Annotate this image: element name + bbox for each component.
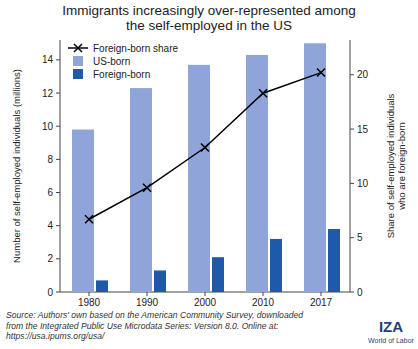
x-tick-label: 2010 [252, 297, 275, 308]
bar [130, 88, 152, 292]
chart: Immigrants increasingly over-represented… [0, 0, 418, 349]
bar [154, 270, 166, 292]
y-axis-label: Number of self-employed individuals (mil… [11, 69, 22, 263]
logo-subtitle: World of Labor [368, 337, 414, 344]
y-tick-label: 8 [47, 154, 53, 165]
plot-marks [72, 43, 340, 292]
y-tick-label: 0 [47, 287, 53, 298]
y2-axis-label: Share of self-employed individuals [385, 93, 396, 238]
y-tick-label: 14 [42, 54, 54, 65]
x-tick [263, 292, 264, 296]
title: Immigrants increasingly over-represented… [62, 3, 355, 18]
bar [72, 130, 94, 292]
legend-label: US-born [93, 56, 130, 67]
bar [246, 55, 268, 292]
bar [188, 65, 210, 292]
y-tick-label: 2 [47, 253, 53, 264]
y2-tick-label: 0 [357, 287, 363, 298]
legend-label: Foreign-born [93, 69, 150, 80]
legend-swatch [73, 56, 83, 66]
bar [212, 257, 224, 292]
y2-axis-label: who are foreign-born [396, 122, 407, 211]
logo-box [368, 316, 414, 346]
y-tick [56, 192, 60, 193]
y2-tick [350, 129, 354, 130]
marker [201, 144, 209, 152]
y-tick-label: 6 [47, 187, 53, 198]
marker [317, 69, 325, 77]
y2-tick-label: 5 [357, 232, 363, 243]
y-tick-label: 10 [42, 121, 54, 132]
bar [270, 239, 282, 292]
legend: Foreign-born share US-born Foreign-born [68, 43, 178, 80]
legend-swatch [74, 44, 82, 52]
x-tick [321, 292, 322, 296]
marker [85, 215, 93, 223]
y-tick-label: 12 [42, 88, 54, 99]
y-tick [56, 159, 60, 160]
source: from the Integrated Public Use Microdata… [6, 321, 279, 331]
y-tick [56, 225, 60, 226]
x-tick [147, 292, 148, 296]
y2-axis [350, 40, 351, 292]
y-axis [60, 40, 61, 292]
line [89, 73, 321, 220]
x-tick-label: 1990 [136, 297, 159, 308]
bar [96, 280, 108, 292]
source: Source: Authors' own based on the Americ… [6, 310, 303, 320]
source: https://usa.ipums.org/usa/ [6, 331, 106, 341]
x-tick-label: 1980 [78, 297, 101, 308]
y-tick [56, 258, 60, 259]
logo: IZA [379, 318, 403, 335]
y-tick [56, 126, 60, 127]
y2-tick [350, 74, 354, 75]
legend-label: Foreign-born share [93, 43, 178, 54]
marker [143, 184, 151, 192]
x-tick [89, 292, 90, 296]
x-tick-label: 2000 [194, 297, 217, 308]
y-tick-label: 4 [47, 220, 53, 231]
title: the self-employed in the US [126, 18, 292, 33]
x-tick [205, 292, 206, 296]
y2-tick [350, 183, 354, 184]
x-tick-label: 2017 [310, 297, 333, 308]
legend-swatch [73, 69, 83, 79]
bar [304, 43, 326, 292]
y-tick [56, 93, 60, 94]
y-tick [56, 59, 60, 60]
y2-tick [350, 292, 354, 293]
line-group [85, 69, 325, 224]
marker [259, 89, 267, 97]
y2-tick-label: 20 [357, 69, 369, 80]
y2-tick [350, 237, 354, 238]
y-tick [56, 292, 60, 293]
y2-tick-label: 10 [357, 178, 369, 189]
bar [328, 229, 340, 292]
y2-tick-label: 15 [357, 124, 369, 135]
